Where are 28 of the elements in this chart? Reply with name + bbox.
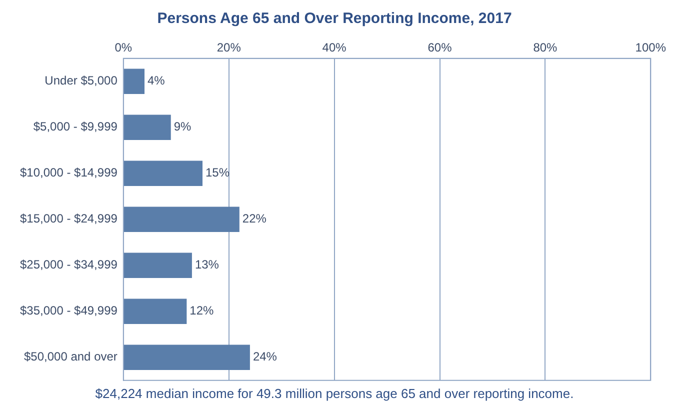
x-tick-label: 60% — [428, 40, 452, 55]
data-label: 22% — [242, 212, 267, 226]
bar — [124, 252, 192, 278]
y-tick-label: $50,000 and over — [24, 350, 118, 364]
y-tick-label: $35,000 - $49,999 — [20, 304, 118, 318]
chart-title: Persons Age 65 and Over Reporting Income, 2017 — [157, 10, 512, 28]
x-tick-label: 20% — [216, 40, 242, 55]
y-tick-label: $5,000 - $9,999 — [33, 120, 118, 134]
x-tick-label: 100% — [635, 40, 666, 55]
data-label: 12% — [190, 304, 214, 318]
x-tick-label: 80% — [533, 40, 558, 55]
y-tick-label: $25,000 - $34,999 — [20, 258, 118, 272]
bar — [124, 206, 240, 232]
bar — [124, 160, 203, 186]
bar — [124, 344, 250, 370]
x-tick-label: 40% — [322, 40, 347, 55]
bar — [124, 68, 145, 94]
y-tick-label: Under $5,000 — [44, 74, 118, 88]
data-label: 4% — [148, 74, 166, 88]
y-tick-label: $10,000 - $14,999 — [20, 166, 118, 180]
data-label: 24% — [252, 350, 278, 364]
bar — [124, 114, 171, 140]
bar — [124, 298, 187, 324]
x-tick-label: 0% — [114, 40, 132, 55]
text: $24,224 median income for 49.3 million persons age 65 and over reporting income. — [95, 386, 574, 401]
y-tick-label: $15,000 - $24,999 — [20, 212, 118, 226]
data-label: 9% — [174, 120, 192, 134]
data-label: 13% — [194, 258, 220, 272]
